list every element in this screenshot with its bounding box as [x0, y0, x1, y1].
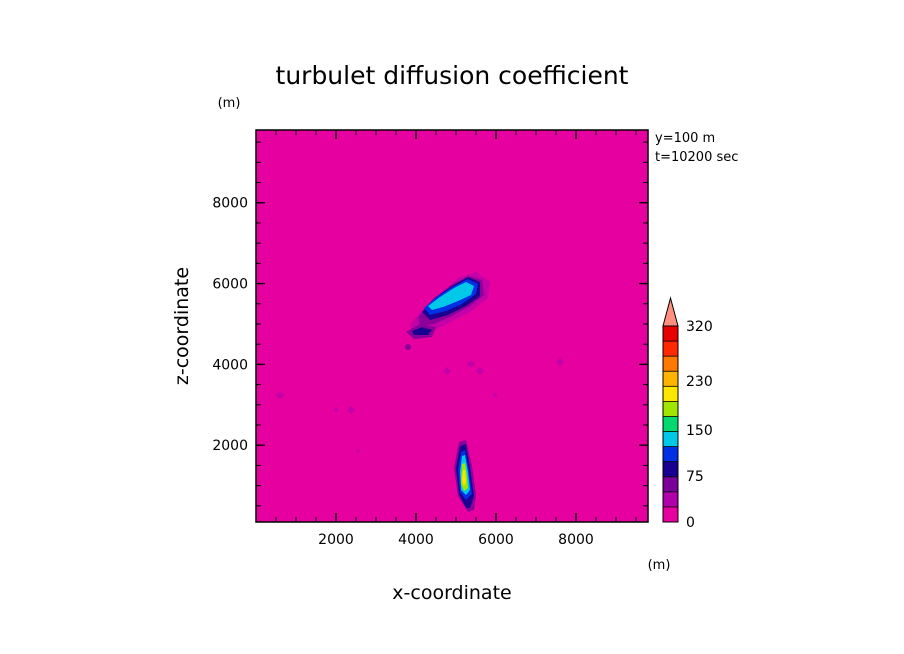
- y-tick-label: 2000: [212, 438, 248, 454]
- fragment-inner: [412, 327, 432, 335]
- colorbar-swatch: [663, 416, 678, 432]
- y-tick-label: 8000: [212, 196, 248, 212]
- colorbar-label: 320: [686, 319, 713, 335]
- y-unit-label: (m): [218, 96, 241, 111]
- x-tick-label: 2000: [318, 532, 354, 548]
- plot-frame: [255, 129, 649, 523]
- plot-area: 2000 4000 6000 8000 2000 4000 6000 8000: [212, 129, 649, 548]
- colorbar-swatch: [663, 476, 678, 493]
- colorbar-swatch: [663, 326, 678, 342]
- contour-level-5: [428, 282, 474, 310]
- colorbar-label: 150: [686, 423, 713, 439]
- colorbar-swatch: [663, 491, 678, 508]
- patch: [346, 405, 356, 415]
- colorbar-swatch: [663, 506, 678, 523]
- colorbar-swatch: [663, 446, 678, 462]
- x-unit-label: (m): [648, 558, 671, 573]
- y-tick-label: 6000: [212, 277, 248, 293]
- patch: [442, 366, 452, 376]
- info-y-level: y=100 m: [655, 131, 715, 146]
- colorbar-extend-arrow: [662, 296, 679, 327]
- colorbar-swatch: [663, 461, 678, 478]
- patch: [275, 390, 285, 400]
- x-tick-label: 8000: [558, 532, 594, 548]
- lower-plume: [454, 440, 476, 512]
- contour-features: [275, 272, 565, 512]
- colorbar-label: 0: [686, 515, 695, 531]
- chart-title: turbulet diffusion coefficient: [276, 61, 629, 90]
- x-axis-title: x-coordinate: [392, 582, 511, 604]
- patch: [493, 393, 497, 397]
- patch: [466, 359, 476, 369]
- colorbar-swatch: [663, 356, 678, 372]
- patch: [555, 357, 565, 367]
- patch: [475, 366, 485, 376]
- y-axis-ticks: 2000 4000 6000 8000: [212, 196, 648, 454]
- y-tick-label: 4000: [212, 357, 248, 373]
- colorbar-label: 75: [686, 469, 704, 485]
- x-tick-label: 6000: [478, 532, 514, 548]
- colorbar-swatch: [663, 371, 678, 387]
- colorbar-swatch: [663, 401, 678, 417]
- patch: [356, 449, 360, 453]
- colorbar-swatch: [663, 431, 678, 447]
- info-time: t=10200 sec: [655, 150, 738, 165]
- colorbar: 0 75 150 230 320: [662, 296, 713, 531]
- fragment-dot: [405, 344, 411, 350]
- upper-plume: [405, 272, 490, 350]
- patch: [334, 408, 338, 412]
- contour-level-6: [462, 470, 466, 486]
- colorbar-swatch: [663, 386, 678, 402]
- plot-background: [256, 130, 648, 522]
- x-axis-ticks: 2000 4000 6000 8000: [318, 130, 594, 548]
- x-tick-label: 4000: [398, 532, 434, 548]
- colorbar-swatch: [663, 341, 678, 357]
- y-axis-title: z-coordinate: [171, 267, 193, 385]
- colorbar-label: 230: [686, 374, 713, 390]
- small-patches: [275, 357, 565, 453]
